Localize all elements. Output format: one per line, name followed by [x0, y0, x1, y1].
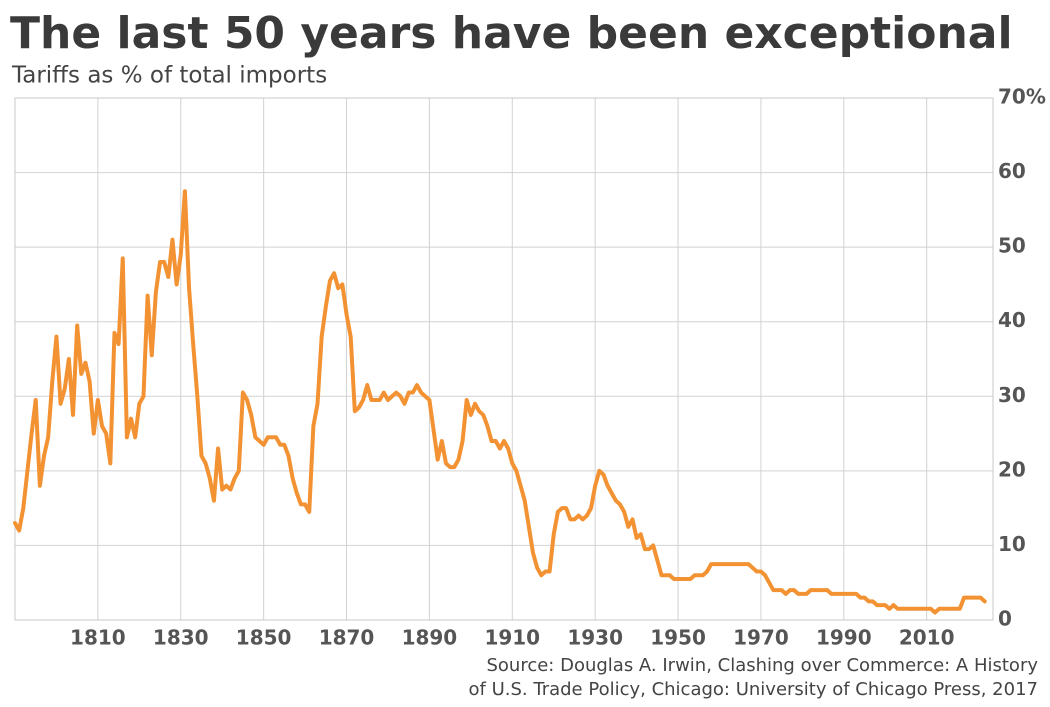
- source-line: Source: Douglas A. Irwin, Clashing over …: [486, 655, 1038, 676]
- x-tick-label: 1810: [70, 626, 126, 650]
- data-line: [13, 189, 987, 615]
- x-tick-label: 1870: [319, 626, 375, 650]
- x-tick-label: 1950: [650, 626, 706, 650]
- y-tick-label: 40: [998, 308, 1026, 332]
- chart-title: The last 50 years have been exceptional: [10, 8, 1013, 59]
- x-tick-label: 1890: [402, 626, 458, 650]
- x-tick-label: 1830: [153, 626, 209, 650]
- x-tick-label: 1850: [236, 626, 292, 650]
- plot-frame: [14, 97, 994, 621]
- x-tick-label: 1910: [484, 626, 540, 650]
- y-tick-label: 0: [998, 607, 1012, 631]
- y-tick-label: 10: [998, 532, 1026, 556]
- y-tick-label: 70%: [998, 85, 1046, 109]
- x-tick-label: 2010: [899, 626, 955, 650]
- y-tick-label: 30: [998, 383, 1026, 407]
- x-tick-label: 1970: [733, 626, 789, 650]
- chart-subtitle: Tariffs as % of total imports: [11, 63, 327, 89]
- source-line: of U.S. Trade Policy, Chicago: Universit…: [469, 679, 1038, 700]
- x-tick-label: 1990: [816, 626, 872, 650]
- x-tick-label: 1930: [567, 626, 623, 650]
- y-tick-label: 60: [998, 159, 1026, 183]
- y-tick-label: 20: [998, 457, 1026, 481]
- y-tick-label: 50: [998, 234, 1026, 258]
